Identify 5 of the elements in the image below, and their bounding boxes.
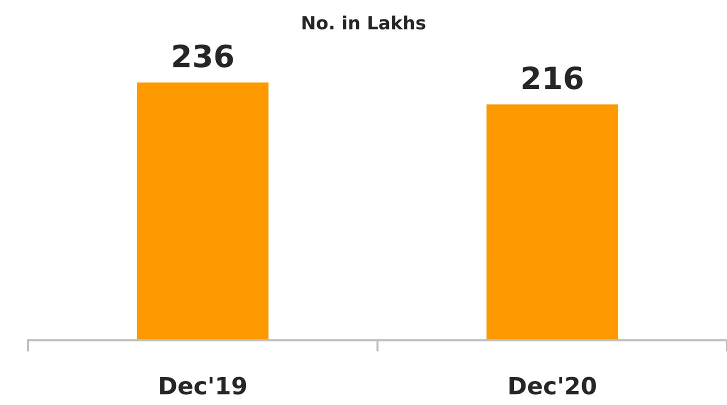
data-label: 236: [173, 44, 233, 68]
x-tick-label: Dec'20: [510, 376, 596, 395]
chart-title: No. in Lakhs: [302, 16, 426, 30]
data-label: 216: [522, 66, 582, 90]
x-tick-label: Dec'19: [160, 376, 246, 395]
